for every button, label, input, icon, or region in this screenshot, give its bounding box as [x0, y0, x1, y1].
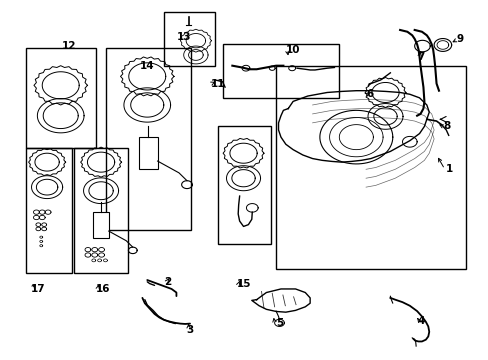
Text: 11: 11 — [210, 78, 224, 89]
Text: 8: 8 — [443, 121, 450, 131]
Text: 4: 4 — [416, 316, 424, 326]
Text: 5: 5 — [276, 318, 283, 328]
Text: 7: 7 — [416, 52, 424, 62]
Text: 10: 10 — [285, 45, 300, 55]
Text: 3: 3 — [186, 325, 193, 335]
Text: 17: 17 — [30, 284, 45, 294]
Text: 1: 1 — [446, 164, 452, 174]
Text: 9: 9 — [455, 34, 462, 44]
FancyBboxPatch shape — [93, 212, 108, 238]
Text: 15: 15 — [237, 279, 251, 289]
FancyBboxPatch shape — [139, 138, 157, 169]
Text: 12: 12 — [62, 41, 77, 51]
Text: 14: 14 — [140, 61, 154, 71]
Text: 13: 13 — [176, 32, 190, 42]
Text: 6: 6 — [366, 89, 372, 99]
Text: 2: 2 — [164, 277, 171, 287]
Text: 16: 16 — [96, 284, 110, 294]
